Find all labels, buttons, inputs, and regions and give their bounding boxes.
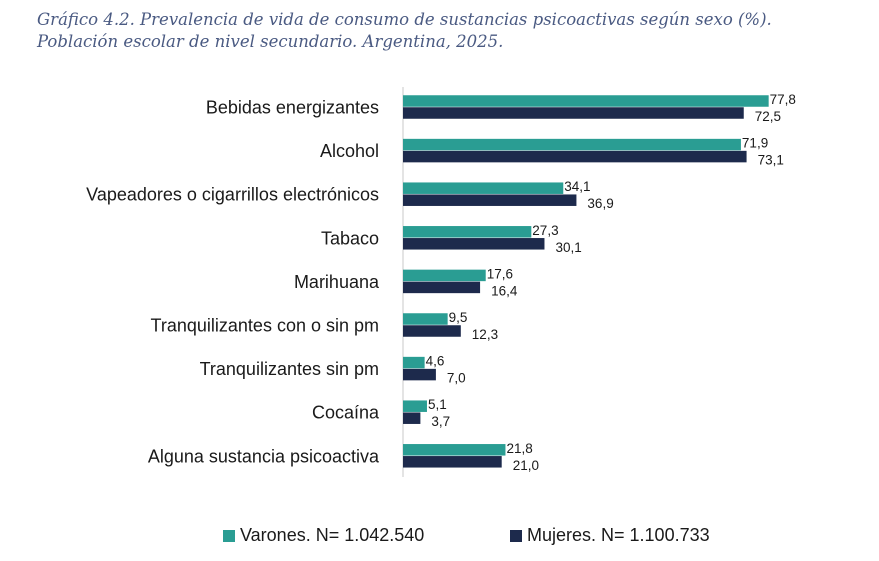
bar-varones (403, 182, 564, 194)
data-label-mujeres: 30,1 (555, 240, 581, 255)
bar-varones (403, 444, 506, 456)
bar-mujeres (403, 456, 502, 468)
chart-title-line-2: Población escolar de nivel secundario. A… (37, 32, 504, 51)
bar-mujeres (403, 238, 545, 250)
data-label-varones: 34,1 (564, 179, 590, 194)
legend-swatch-varones (223, 529, 235, 542)
category-label: Alguna sustancia psicoactiva (148, 446, 380, 466)
chart-title-line-1: Gráfico 4.2. Prevalencia de vida de cons… (37, 10, 772, 29)
bar-mujeres (403, 194, 577, 206)
data-label-mujeres: 72,5 (755, 109, 781, 124)
data-label-varones: 17,6 (487, 266, 513, 281)
data-label-mujeres: 12,3 (472, 327, 498, 342)
bar-varones (403, 313, 448, 325)
bar-varones (403, 400, 427, 412)
bar-varones (403, 226, 532, 238)
bar-mujeres (403, 150, 747, 163)
category-label: Vapeadores o cigarrillos electrónicos (86, 185, 379, 205)
legend: Varones. N= 1.042.540 Mujeres. N= 1.100.… (0, 525, 879, 549)
data-label-mujeres: 36,9 (587, 196, 613, 211)
data-label-mujeres: 73,1 (758, 153, 784, 168)
category-label: Tabaco (321, 228, 379, 248)
chart-title: Gráfico 4.2. Prevalencia de vida de cons… (37, 9, 867, 53)
category-label: Cocaína (312, 403, 380, 423)
data-label-varones: 21,8 (506, 441, 532, 456)
category-label: Alcohol (320, 141, 379, 161)
legend-label-varones: Varones. N= 1.042.540 (240, 525, 425, 545)
data-label-mujeres: 16,4 (491, 283, 518, 298)
legend-label-mujeres: Mujeres. N= 1.100.733 (527, 525, 710, 545)
bar-mujeres (403, 107, 744, 119)
bar-chart: Bebidas energizantes 77,8 72,5 Alcohol 71,9 7… (86, 87, 796, 477)
data-label-mujeres: 3,7 (431, 414, 450, 429)
bar-mujeres (403, 368, 436, 381)
bar-mujeres (403, 412, 421, 424)
category-label: Tranquilizantes sin pm (200, 359, 379, 379)
data-label-varones: 71,9 (742, 136, 768, 151)
legend-item-varones: Varones. N= 1.042.540 (223, 525, 424, 546)
bar-mujeres (403, 281, 481, 294)
data-label-varones: 5,1 (428, 397, 447, 412)
data-label-mujeres: 7,0 (447, 371, 466, 386)
legend-swatch-mujeres (510, 529, 522, 542)
data-label-varones: 4,6 (426, 354, 445, 369)
legend-item-mujeres: Mujeres. N= 1.100.733 (510, 525, 710, 546)
category-label: Marihuana (294, 272, 380, 292)
bar-varones (403, 356, 425, 369)
data-label-mujeres: 21,0 (513, 458, 539, 473)
bar-mujeres (403, 325, 461, 337)
category-label: Bebidas energizantes (206, 98, 379, 118)
bar-varones (403, 269, 486, 282)
data-label-varones: 77,8 (770, 92, 796, 107)
data-label-varones: 9,5 (449, 310, 468, 325)
data-label-varones: 27,3 (532, 223, 558, 238)
bar-varones (403, 95, 769, 107)
category-label: Tranquilizantes con o sin pm (151, 316, 379, 336)
bar-varones (403, 138, 741, 151)
